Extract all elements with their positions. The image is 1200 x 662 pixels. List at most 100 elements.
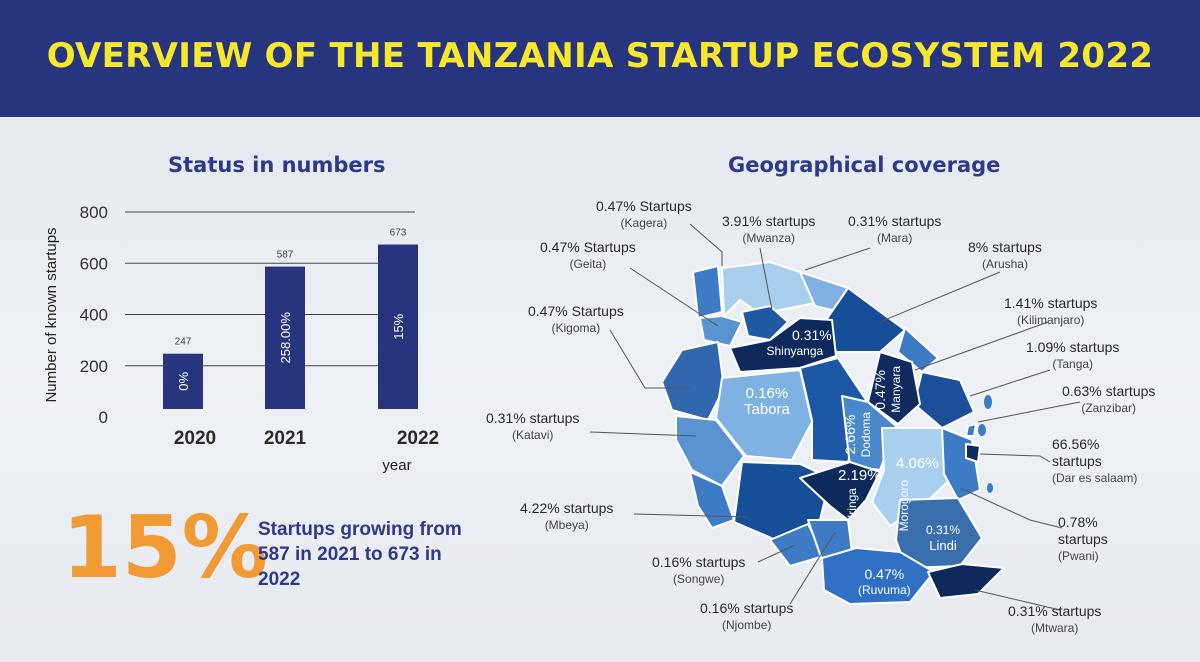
x-tick-label-2022: 2022 <box>397 428 439 449</box>
label-pwani: 0.78% startups (Pwani) <box>1058 514 1126 565</box>
y-axis-label: Number of known startups <box>43 227 60 402</box>
label-kagera-pct: 0.47% Startups <box>596 198 692 214</box>
data-label-2021: 587 <box>277 250 294 261</box>
x-tick-label-2021: 2021 <box>264 428 307 449</box>
label-tanga-region: (Tanga) <box>1052 357 1094 371</box>
map-label-morogoro-pct: 4.06% <box>896 455 939 472</box>
data-label-2020: 247 <box>175 337 192 348</box>
label-mara: 0.31% startups (Mara) <box>848 213 941 247</box>
region-tanga <box>913 371 975 429</box>
region-mtwara <box>927 563 1005 599</box>
label-geita-pct: 0.47% Startups <box>540 239 636 255</box>
label-dar-region: (Dar es salaam) <box>1052 471 1138 485</box>
label-mtwara-region: (Mtwara) <box>1031 621 1079 635</box>
label-tanga: 1.09% startups (Tanga) <box>1026 339 1119 373</box>
map-label-morogoro: 4.06% <box>896 456 939 472</box>
region-rukwa <box>689 471 735 529</box>
leader-lines <box>589 223 1081 611</box>
growth-percent: 15% <box>62 498 268 598</box>
label-pwani-region: (Pwani) <box>1058 549 1099 563</box>
map-label-dodoma: 2.66% Dodoma <box>842 412 874 457</box>
map-label-lindi-region: Lindi <box>929 538 957 553</box>
leader-dar <box>979 453 1051 463</box>
label-mbeya: 4.22% startups (Mbeya) <box>520 500 613 534</box>
label-katavi-pct: 0.31% startups <box>486 410 580 426</box>
leader-njombe <box>789 531 836 605</box>
leader-geita <box>629 267 719 327</box>
label-njombe: 0.16% startups (Njombe) <box>700 600 793 634</box>
label-zanzibar: 0.63% startups (Zanzibar) <box>1062 383 1155 417</box>
label-songwe-region: (Songwe) <box>673 572 725 586</box>
leader-kagera <box>689 223 723 266</box>
growth-text: Startups growing from 587 in 2021 to 673… <box>258 519 462 590</box>
region-morogoro <box>871 427 959 527</box>
status-section-title: Status in numbers <box>168 153 386 177</box>
map-label-lindi: 0.31% Lindi <box>926 522 960 554</box>
label-geita: 0.47% Startups (Geita) <box>540 239 636 273</box>
label-arusha: 8% startups (Arusha) <box>968 239 1042 273</box>
region-lake-victoria <box>721 261 831 317</box>
map-label-morogoro-region: Morogoro <box>897 480 911 532</box>
map-label-dodoma-region: Dodoma <box>859 412 873 458</box>
bar-inner-label-2021: 258.00% <box>278 312 293 364</box>
leader-mara <box>804 247 871 271</box>
leader-mbeya <box>633 513 749 518</box>
leader-mwanza <box>759 247 773 311</box>
map-label-lindi-pct: 0.31% <box>926 523 961 537</box>
region-geita <box>699 315 743 347</box>
label-kigoma-pct: 0.47% Startups <box>528 303 624 319</box>
label-mara-pct: 0.31% startups <box>848 213 942 229</box>
region-mara <box>799 271 849 313</box>
label-kagera: 0.47% Startups (Kagera) <box>596 198 692 232</box>
region-arusha <box>825 287 906 353</box>
label-katavi-region: (Katavi) <box>512 428 554 442</box>
label-kigoma-region: (Kigoma) <box>551 321 601 335</box>
x-tick-label-2020: 2020 <box>174 428 216 449</box>
label-mara-region: (Mara) <box>877 231 913 245</box>
map-label-tabora-pct: 0.16% <box>745 385 789 402</box>
region-kigoma <box>661 341 725 421</box>
y-tick-label-400: 400 <box>80 306 108 325</box>
map-label-ruvuma: 0.47% (Ruvuma) <box>858 566 911 598</box>
data-label-2022: 673 <box>390 228 407 239</box>
island-mafia <box>987 483 993 493</box>
label-kagera-region: (Kagera) <box>620 216 668 230</box>
region-zanzibar <box>965 423 977 437</box>
label-kigoma: 0.47% Startups (Kigoma) <box>528 303 624 337</box>
region-kagera <box>692 265 723 319</box>
label-mwanza-pct: 3.91% startups <box>722 213 816 229</box>
map-label-manyara-text: 0.47% Manyara <box>872 366 904 413</box>
label-njombe-pct: 0.16% startups <box>700 600 794 616</box>
region-dar <box>965 443 981 463</box>
bar-inner-label-2022: 15% <box>391 313 406 339</box>
label-tanga-pct: 1.09% startups <box>1026 339 1120 355</box>
map-label-shinyanga-pct: 0.31% <box>792 327 832 343</box>
map-label-morogoro-region-wrap: Morogoro <box>896 480 912 531</box>
zanzibar-islands <box>978 395 993 493</box>
label-geita-region: (Geita) <box>569 257 607 271</box>
label-mtwara-pct: 0.31% startups <box>1008 603 1102 619</box>
label-songwe: 0.16% startups (Songwe) <box>652 554 745 588</box>
label-pwani-pct: 0.78% startups <box>1058 514 1108 547</box>
label-zanzibar-pct: 0.63% startups <box>1062 383 1156 399</box>
map-label-shinyanga-region: Shinyanga <box>766 344 824 358</box>
leader-arusha <box>879 271 1001 323</box>
label-njombe-region: (Njombe) <box>722 618 772 632</box>
label-katavi: 0.31% startups (Katavi) <box>486 410 579 444</box>
header-banner: OVERVIEW OF THE TANZANIA STARTUP ECOSYST… <box>0 0 1200 117</box>
label-songwe-pct: 0.16% startups <box>652 554 746 570</box>
bar-chart: 0 200 400 600 800 Number of known startups 247… <box>43 203 439 474</box>
leader-katavi <box>589 431 697 437</box>
bar-inner-label-2020: 0% <box>176 372 191 391</box>
island-pemba <box>984 395 992 409</box>
map-label-iringa-region-wrap: Iringa <box>844 488 860 518</box>
bar-2021 <box>265 266 305 409</box>
map-label-iringa-region: Iringa <box>845 488 859 519</box>
label-arusha-region: (Arusha) <box>981 257 1028 271</box>
y-tick-label-600: 600 <box>80 254 108 273</box>
region-kilimanjaro <box>897 327 939 373</box>
y-tick-label-800: 800 <box>80 203 108 222</box>
map-label-tabora-region: Tabora <box>744 401 790 418</box>
map-label-iringa-pct: 2.19% <box>838 467 881 484</box>
leader-tanga <box>969 369 1051 397</box>
